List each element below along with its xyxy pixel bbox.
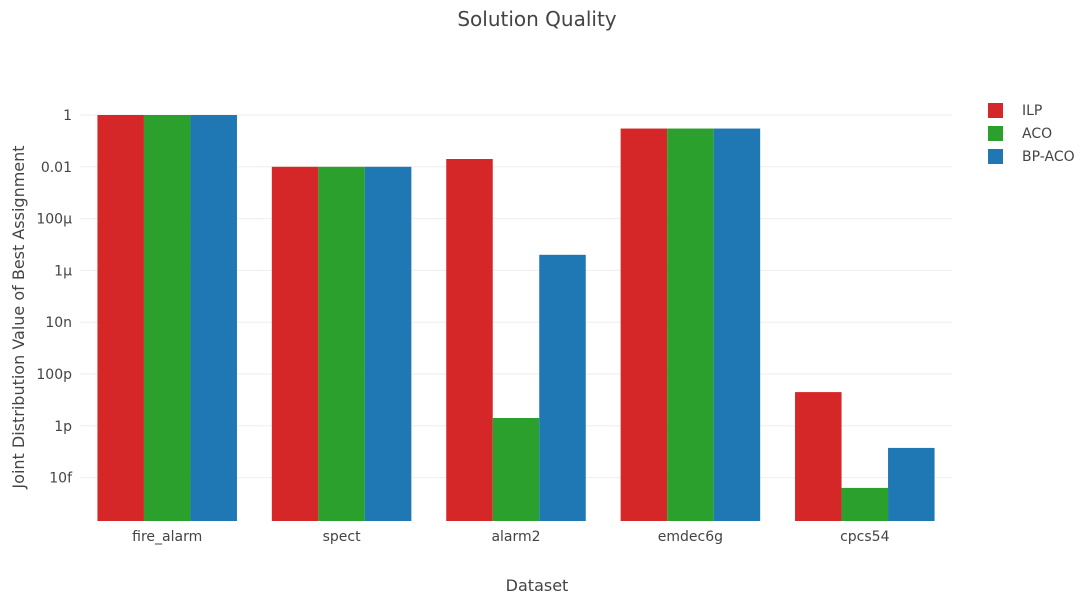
y-tick-label: 100p	[36, 367, 72, 383]
chart-title: Solution Quality	[457, 7, 616, 31]
bar-ilp-alarm2[interactable]	[446, 159, 493, 521]
legend-label: ACO	[1022, 126, 1052, 142]
legend-swatch	[988, 103, 1003, 118]
bars	[97, 115, 935, 522]
legend[interactable]: ILP ACO BP-ACO	[988, 103, 1075, 165]
bar-aco-alarm2[interactable]	[492, 418, 540, 521]
bar-bp-aco-alarm2[interactable]	[539, 254, 586, 521]
bar-aco-emdec6g[interactable]	[667, 128, 714, 522]
bar-bp-aco-emdec6g[interactable]	[713, 128, 761, 522]
bar-ilp-fire_alarm[interactable]	[97, 115, 144, 521]
y-tick-label: 10f	[49, 471, 73, 487]
legend-label: ILP	[1022, 103, 1042, 119]
bar-aco-fire_alarm[interactable]	[143, 115, 191, 521]
legend-item-bp-aco[interactable]: BP-ACO	[988, 149, 1075, 165]
y-tick-label: 10n	[45, 315, 72, 331]
x-axis-title: Dataset	[506, 576, 569, 595]
y-tick-label: 1μ	[54, 263, 72, 279]
bar-bp-aco-fire_alarm[interactable]	[190, 115, 237, 521]
x-tick-label: cpcs54	[840, 529, 889, 545]
bar-bp-aco-spect[interactable]	[364, 166, 412, 522]
y-axis-title: Joint Distribution Value of Best Assignm…	[9, 145, 28, 489]
legend-label: BP-ACO	[1022, 149, 1075, 165]
y-tick-label: 1	[63, 108, 72, 124]
bar-aco-cpcs54[interactable]	[841, 487, 889, 521]
bar-ilp-cpcs54[interactable]	[795, 392, 842, 521]
y-tick-label: 0.01	[41, 160, 72, 176]
x-tick-label: spect	[323, 529, 361, 545]
x-axis-ticks: fire_alarm spect alarm2 emdec6g cpcs54	[132, 529, 889, 545]
x-tick-label: alarm2	[491, 529, 540, 545]
bar-aco-spect[interactable]	[318, 166, 365, 522]
x-tick-label: emdec6g	[658, 529, 723, 545]
legend-swatch	[988, 149, 1003, 164]
bar-ilp-emdec6g[interactable]	[620, 128, 668, 522]
y-axis-ticks: 1 0.01 100μ 1μ 10n 100p 1p 10f	[36, 108, 73, 487]
bar-ilp-spect[interactable]	[271, 166, 319, 522]
bar-bp-aco-cpcs54[interactable]	[888, 447, 935, 521]
legend-item-ilp[interactable]: ILP	[988, 103, 1042, 119]
x-tick-label: fire_alarm	[132, 529, 202, 545]
legend-item-aco[interactable]: ACO	[988, 126, 1052, 142]
legend-swatch	[988, 126, 1003, 141]
y-tick-label: 100μ	[36, 212, 72, 228]
y-tick-label: 1p	[54, 419, 72, 435]
